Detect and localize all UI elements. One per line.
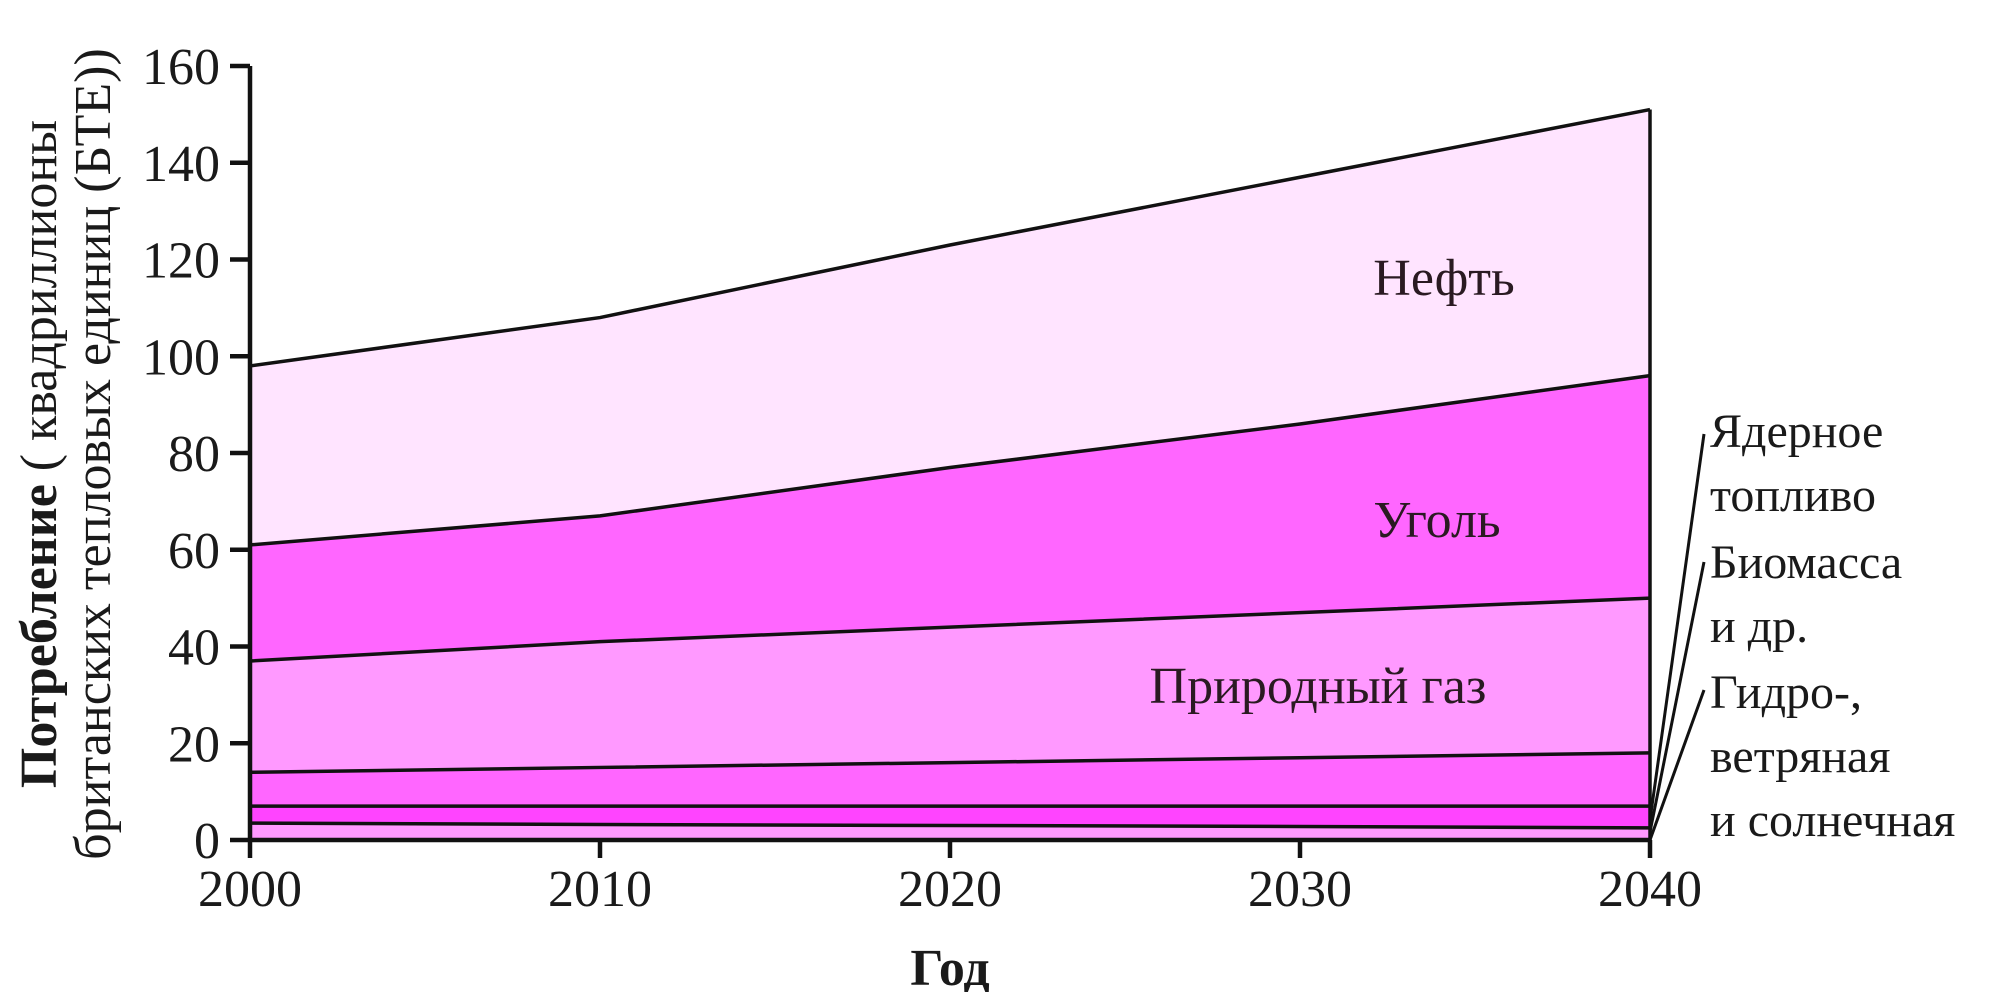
y-axis-title-bold: Потребление <box>11 484 68 788</box>
y-tick-label-80: 80 <box>168 426 220 483</box>
area-5 <box>250 109 1650 545</box>
area-2 <box>250 752 1650 807</box>
boundary-line-2 <box>249 751 1651 775</box>
y-axis-title-line2: британских тепловых единиц (БТЕ)) <box>65 48 122 860</box>
y-axis-title-rest: ( квадриллионы <box>11 120 68 484</box>
label-nuclear: Ядерное топливо <box>1710 405 1895 522</box>
boundary-line-4 <box>249 373 1651 547</box>
y-tick-label-160: 160 <box>142 39 220 96</box>
x-tick-label-2000: 2000 <box>198 861 302 918</box>
leader-line-biomass <box>1648 561 1706 833</box>
boundary-line-3 <box>249 596 1651 663</box>
y-tick-label-0: 0 <box>194 813 220 870</box>
area-1 <box>250 806 1650 828</box>
x-tick-label-2030: 2030 <box>1248 861 1352 918</box>
y-tick-label-100: 100 <box>142 329 220 386</box>
leader-line-nuclear <box>1648 433 1706 821</box>
area-label-gas: Природный газ <box>1150 658 1487 715</box>
x-tick-label-2020: 2020 <box>898 861 1002 918</box>
y-tick-label-40: 40 <box>168 620 220 677</box>
area-4 <box>250 375 1650 662</box>
y-tick-label-60: 60 <box>168 523 220 580</box>
leader-line-hydro <box>1648 689 1706 841</box>
y-tick-label-120: 120 <box>142 233 220 290</box>
y-tick-label-20: 20 <box>168 716 220 773</box>
x-tick-label-2010: 2010 <box>548 861 652 918</box>
x-ticks: 2000 2010 2020 2030 2040 <box>198 840 1702 918</box>
stacked-areas <box>250 109 1650 840</box>
label-biomass: Биомасса и др. <box>1710 536 1914 653</box>
series-boundaries <box>249 107 1652 840</box>
boundary-line-5 <box>249 107 1651 368</box>
x-tick-label-2040: 2040 <box>1598 861 1702 918</box>
area-label-coal: Уголь <box>1373 492 1500 549</box>
boundary-line-0 <box>249 821 1651 830</box>
y-tick-label-140: 140 <box>142 136 220 193</box>
y-axis-title-line1: Потребление ( квадриллионы <box>11 120 68 788</box>
y-ticks: 0 20 40 60 80 100 120 140 160 <box>142 39 250 870</box>
label-hydro: Гидро-, ветряная и солнечная <box>1710 666 1955 847</box>
area-label-oil: Нефть <box>1373 250 1514 307</box>
x-axis-title: Год <box>910 940 989 992</box>
